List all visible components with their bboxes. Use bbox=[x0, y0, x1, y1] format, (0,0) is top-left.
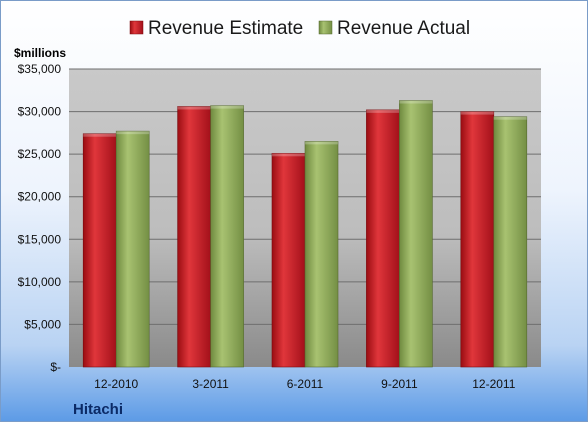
legend: Revenue Estimate Revenue Actual bbox=[129, 18, 470, 39]
company-label: Hitachi bbox=[73, 401, 123, 418]
x-axis-ticks: 12-2010 3-2011 6-2011 9-2011 12-2011 bbox=[94, 377, 516, 391]
y-tick-label: $30,000 bbox=[18, 105, 62, 119]
y-tick-label: $20,000 bbox=[18, 190, 62, 204]
legend-swatch-estimate bbox=[129, 20, 144, 35]
bar-revenue-estimate bbox=[460, 111, 495, 368]
bar-highlight bbox=[210, 105, 244, 109]
bar-revenue-estimate bbox=[271, 152, 306, 368]
bar-revenue-actual bbox=[399, 100, 433, 368]
bar-revenue-actual bbox=[304, 141, 339, 368]
y-tick-label: $5,000 bbox=[24, 317, 61, 331]
y-tick-label: $25,000 bbox=[18, 147, 62, 161]
y-tick-label: $15,000 bbox=[18, 232, 62, 246]
bar-revenue-estimate bbox=[366, 109, 400, 368]
bar-revenue-estimate bbox=[177, 106, 211, 368]
bar-highlight bbox=[116, 131, 150, 135]
bar-revenue-actual bbox=[210, 105, 244, 368]
bar-highlight bbox=[493, 116, 527, 120]
x-tick-label: 12-2010 bbox=[94, 377, 138, 391]
bar-highlight bbox=[177, 106, 211, 110]
y-tick-label: $10,000 bbox=[18, 275, 62, 289]
bar-highlight bbox=[305, 141, 338, 145]
bars bbox=[82, 100, 528, 368]
x-tick-label: 6-2011 bbox=[287, 377, 324, 391]
bar-revenue-actual bbox=[115, 130, 150, 368]
x-tick-label: 3-2011 bbox=[192, 377, 229, 391]
x-tick-label: 12-2011 bbox=[472, 377, 515, 391]
bar-highlight bbox=[460, 111, 494, 115]
bar-highlight bbox=[366, 109, 400, 113]
legend-label-estimate: Revenue Estimate bbox=[148, 18, 303, 39]
bar-revenue-estimate bbox=[82, 133, 117, 368]
y-axis-ticks: $- $5,000 $10,000 $15,000 $20,000 $25,000 $30,… bbox=[18, 62, 62, 374]
bar-highlight bbox=[399, 100, 433, 104]
y-tick-label: $35,000 bbox=[18, 62, 62, 76]
y-tick-label: $- bbox=[50, 360, 61, 374]
bar-highlight bbox=[272, 153, 305, 157]
legend-label-actual: Revenue Actual bbox=[337, 18, 470, 39]
x-tick-label: 9-2011 bbox=[381, 377, 418, 391]
y-unit-label: $millions bbox=[14, 46, 66, 60]
bar-highlight bbox=[83, 133, 117, 137]
legend-swatch-actual bbox=[318, 20, 333, 35]
bar-revenue-actual bbox=[493, 116, 528, 368]
